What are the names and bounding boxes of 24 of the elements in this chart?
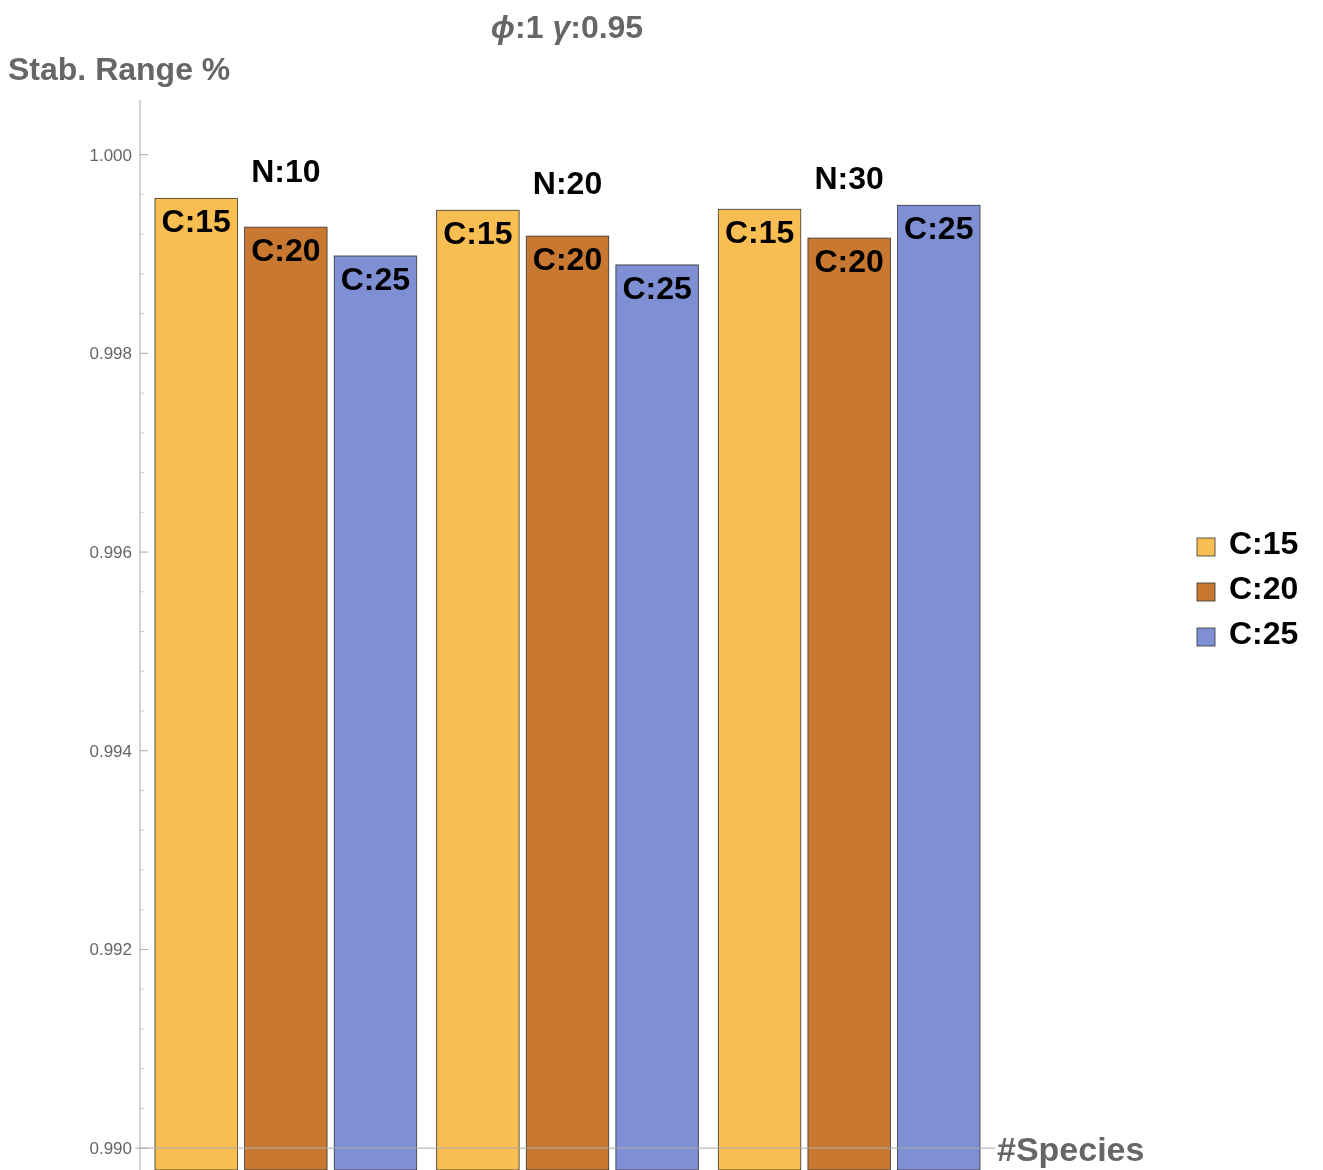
y-axis-title: Stab. Range % xyxy=(8,51,231,87)
y-tick-label: 1.000 xyxy=(89,145,132,165)
y-tick-label: 0.990 xyxy=(89,1139,132,1159)
legend-label: C:25 xyxy=(1229,615,1299,651)
text: C:15 xyxy=(443,215,513,252)
text: C:25 xyxy=(904,210,974,247)
text: C:20 xyxy=(251,232,321,269)
text: C:20 xyxy=(532,241,603,278)
chart-title: ϕ:1 γ:0.95 xyxy=(490,9,644,45)
legend-label: C:20 xyxy=(1229,570,1299,606)
x-tick-label: N:10 xyxy=(251,153,321,190)
x-tick-label: N:20 xyxy=(532,165,603,202)
y-tick-label: 0.994 xyxy=(89,741,132,761)
text: C:25 xyxy=(622,269,692,306)
legend-label: C:15 xyxy=(1229,525,1299,561)
x-axis-title: #Species xyxy=(997,1130,1145,1169)
y-tick-label: 0.996 xyxy=(89,543,132,563)
y-tick-label: 0.992 xyxy=(89,940,132,960)
x-tick-label: N:30 xyxy=(814,160,884,197)
y-tick-label: 0.998 xyxy=(89,344,132,364)
text: C:15 xyxy=(724,214,795,251)
text: C:25 xyxy=(340,260,411,297)
text: C:15 xyxy=(161,203,231,240)
text: C:20 xyxy=(814,243,884,280)
